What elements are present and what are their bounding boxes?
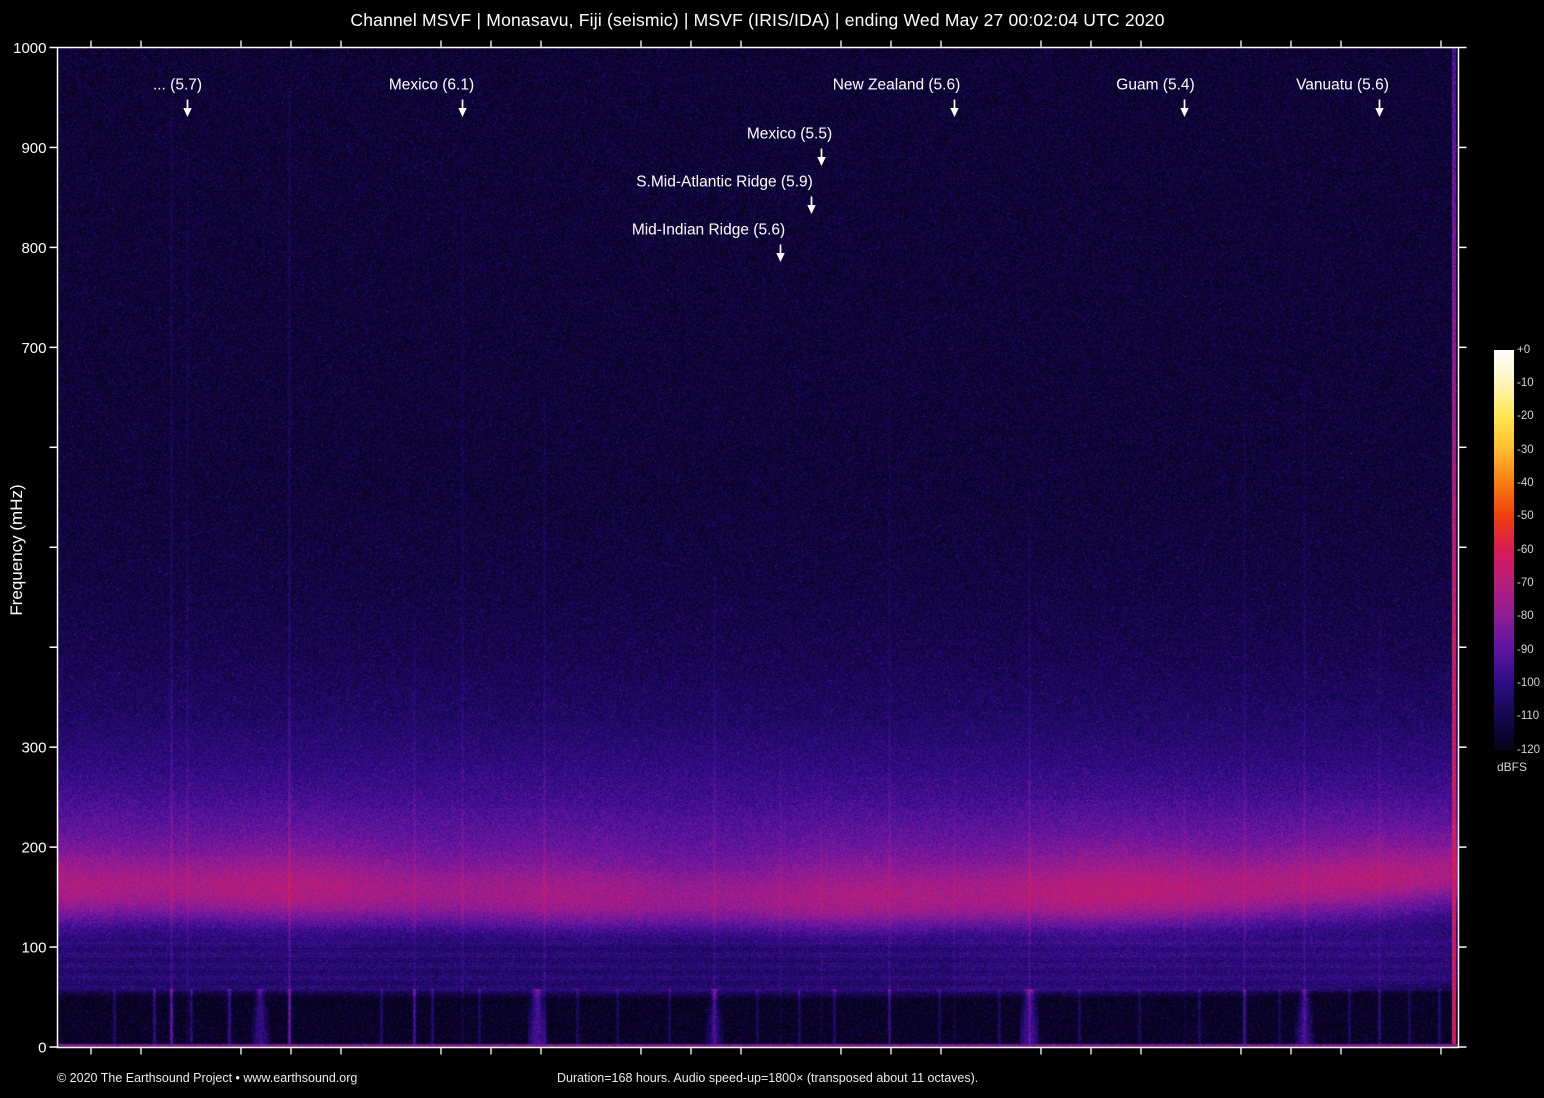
colorbar-unit-label: dBFS [1497, 760, 1528, 774]
colorbar [1494, 350, 1514, 750]
copyright-text: © 2020 The Earthsound Project • www.eart… [57, 1071, 358, 1085]
colorbar-tick-label: -100 [1517, 676, 1541, 689]
y-tick-label: 100 [21, 940, 46, 957]
colorbar-tick-label: -30 [1517, 443, 1534, 456]
y-tick-label: 700 [21, 340, 46, 357]
colorbar-tick-label: -90 [1517, 643, 1534, 656]
duration-text: Duration=168 hours. Audio speed-up=1800×… [557, 1071, 979, 1085]
y-tick-label: 800 [21, 240, 46, 257]
colorbar-tick-label: -70 [1517, 576, 1534, 589]
colorbar-tick-label: +0 [1517, 343, 1531, 356]
colorbar-tick-label: -110 [1517, 710, 1540, 723]
y-tick-label: 200 [21, 840, 46, 857]
spectrogram-canvas [58, 48, 1458, 1047]
y-tick-label: 900 [21, 140, 46, 157]
colorbar-tick-label: -20 [1517, 410, 1534, 423]
colorbar-tick-label: -60 [1517, 543, 1534, 556]
y-tick-label: 0 [38, 1040, 46, 1057]
colorbar-tick-label: -10 [1517, 376, 1534, 389]
y-axis-title: Frequency (mHz) [7, 484, 26, 615]
colorbar-tick-label: -80 [1517, 610, 1534, 623]
y-tick-label: 1000 [13, 40, 46, 57]
colorbar-tick-label: -40 [1517, 476, 1534, 489]
colorbar-tick-label: -120 [1517, 743, 1541, 756]
y-tick-label: 300 [21, 740, 46, 757]
page-title: Channel MSVF | Monasavu, Fiji (seismic) … [350, 10, 1165, 30]
colorbar-tick-label: -50 [1517, 510, 1534, 523]
